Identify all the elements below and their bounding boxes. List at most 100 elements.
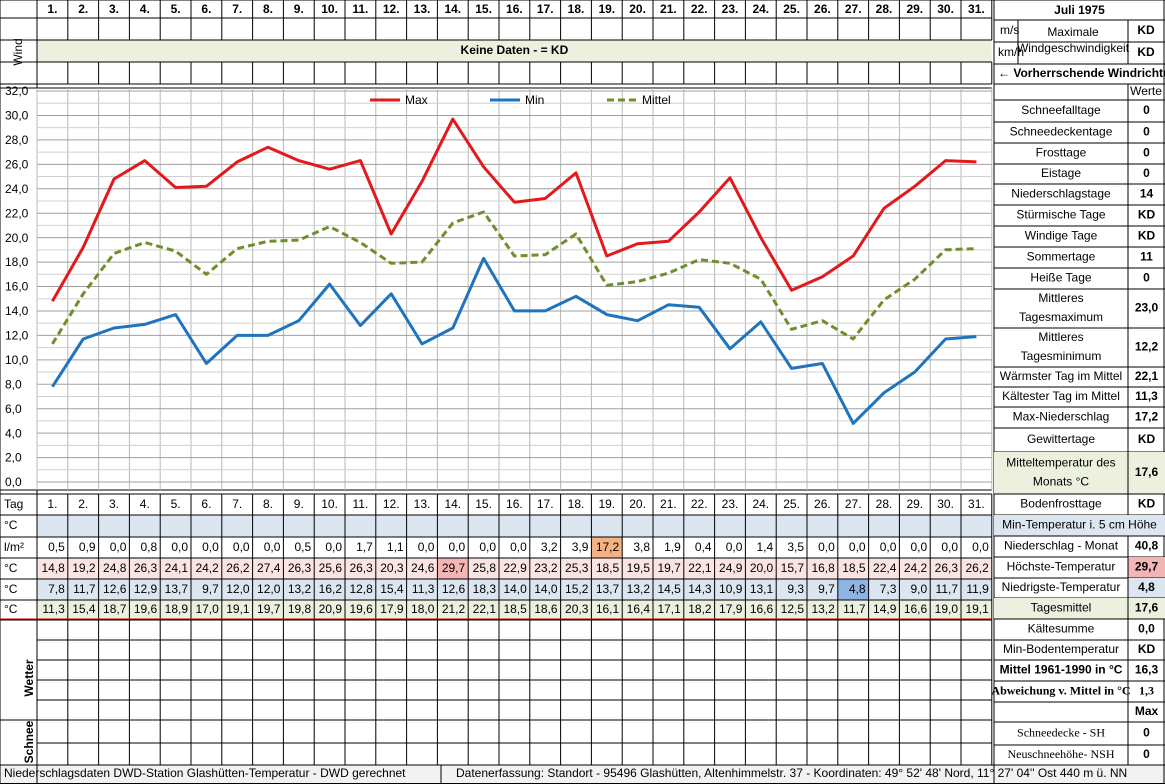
- temp-cell: 14,5: [657, 582, 681, 596]
- stat-value: 0,0: [1138, 622, 1155, 636]
- day-label: 30.: [937, 497, 954, 511]
- cell-bg: [994, 515, 1165, 536]
- wind-caption: Windgeschwindigkeit: [1017, 41, 1130, 55]
- temp-cell: 9,7: [202, 582, 219, 596]
- day-label: 22.: [691, 497, 708, 511]
- temp-cell: 13,7: [165, 582, 189, 596]
- stat-value: 17,6: [1135, 601, 1159, 615]
- cell-bg: [0, 765, 1165, 784]
- temp-cell: 18,6: [534, 602, 558, 616]
- temp-cell: 20,0: [750, 561, 774, 575]
- y-tick-label: 6,0: [5, 402, 22, 416]
- precip-cell: 0,0: [849, 540, 866, 554]
- temp-cell: 11,9: [966, 582, 989, 596]
- cell-bg: [994, 598, 1128, 619]
- temp-cell: 7,3: [880, 582, 897, 596]
- temp-cell: 25,3: [565, 561, 589, 575]
- stat-label-line: Tagesmaximum: [1019, 310, 1103, 324]
- row-label: Tag: [4, 497, 23, 511]
- day-label: 8.: [263, 497, 273, 511]
- day-label: 29.: [906, 497, 923, 511]
- temp-cell: 13,1: [750, 582, 774, 596]
- cell-bg: [37, 579, 992, 600]
- stat-value: KD: [1138, 208, 1156, 222]
- stat-label: Mitteltemperatur des Monats °C: [1006, 456, 1115, 489]
- precip-cell: 0,5: [295, 540, 312, 554]
- temp-cell: 15,2: [565, 582, 589, 596]
- stat-value: KD: [1137, 23, 1155, 37]
- precip-cell: 1,9: [664, 540, 681, 554]
- temp-cell: 12,0: [226, 582, 250, 596]
- day-label: 12.: [383, 497, 400, 511]
- stat-label: Eistage: [1041, 166, 1081, 180]
- day-label: 27.: [845, 497, 862, 511]
- day-label: 3.: [109, 497, 119, 511]
- temp-cell: 15,4: [72, 602, 96, 616]
- day-label: 16.: [506, 497, 523, 511]
- temp-cell: 12,8: [349, 582, 373, 596]
- stat-label: Wärmster Tag im Mittel: [1000, 369, 1122, 383]
- precip-cell: 3,9: [572, 540, 589, 554]
- day-label: 6.: [201, 497, 211, 511]
- precip-cell: 0,0: [941, 540, 958, 554]
- day-label: 14.: [444, 497, 461, 511]
- temp-cell: 14,3: [688, 582, 712, 596]
- temp-cell: 18,7: [103, 602, 127, 616]
- temp-cell: 11,7: [843, 602, 866, 616]
- footer-location: Datenerfassung: Standort - 95496 Glashüt…: [456, 766, 1127, 780]
- precip-cell: 0,0: [911, 540, 928, 554]
- cell-bg: [37, 600, 992, 620]
- precip-cell: 0,0: [449, 540, 466, 554]
- row-label: °C: [4, 561, 18, 575]
- precip-cell: 0,0: [510, 540, 527, 554]
- day-header: 21.: [660, 2, 677, 16]
- day-header: 19.: [598, 2, 615, 16]
- cell-bg: [37, 515, 992, 537]
- row-label: °C: [4, 582, 18, 596]
- wind-caption: Maximale: [1047, 25, 1099, 39]
- precip-cell: 0,0: [479, 540, 496, 554]
- temp-cell: 15,4: [380, 582, 404, 596]
- series-line: [51, 210, 977, 345]
- temp-cell: 24,2: [904, 561, 928, 575]
- stat-label: Niederschlagstage: [1011, 187, 1111, 201]
- stat-label: Heiße Tage: [1030, 271, 1091, 285]
- precip-cell: 0,0: [110, 540, 127, 554]
- day-label: 26.: [814, 497, 831, 511]
- day-label: 25.: [783, 497, 800, 511]
- stat-label: Mittleres Tagesmaximum: [1019, 291, 1103, 324]
- y-tick-label: 32,0: [5, 84, 29, 98]
- temp-cell: 9,7: [818, 582, 835, 596]
- day-label: 18.: [568, 497, 585, 511]
- stat-label-line: Monats °C: [1033, 475, 1089, 489]
- stat-value: 17,2: [1135, 410, 1159, 424]
- temp-cell: 17,1: [657, 602, 681, 616]
- day-label: 15.: [475, 497, 492, 511]
- day-label: 24.: [752, 497, 769, 511]
- temp-cell: 12,5: [781, 602, 805, 616]
- temp-cell: 19,6: [349, 602, 373, 616]
- stat-value: 23,0: [1135, 301, 1159, 315]
- precip-cell: 17,2: [596, 540, 620, 554]
- cell-bg: [37, 40, 992, 62]
- temp-cell: 22,1: [473, 602, 497, 616]
- stat-value: 0: [1143, 166, 1150, 180]
- stat-value: 0: [1143, 103, 1150, 117]
- temp-cell: 13,2: [627, 582, 651, 596]
- temp-cell: 12,6: [442, 582, 466, 596]
- stat-value: Max: [1135, 704, 1159, 718]
- temp-cell: 16,4: [627, 602, 651, 616]
- stat-value: 0: [1143, 125, 1150, 139]
- stat-label: Kältester Tag im Mittel: [1002, 389, 1120, 403]
- stat-value: 11,3: [1135, 389, 1158, 403]
- day-label: 20.: [629, 497, 646, 511]
- day-label: 19.: [598, 497, 615, 511]
- day-header: 2.: [78, 2, 88, 16]
- series-line: [51, 256, 977, 425]
- day-header: 29.: [906, 2, 923, 16]
- unit-label: m/s: [1000, 23, 1019, 37]
- y-tick-label: 2,0: [5, 451, 22, 465]
- precip-cell: 3,8: [633, 540, 650, 554]
